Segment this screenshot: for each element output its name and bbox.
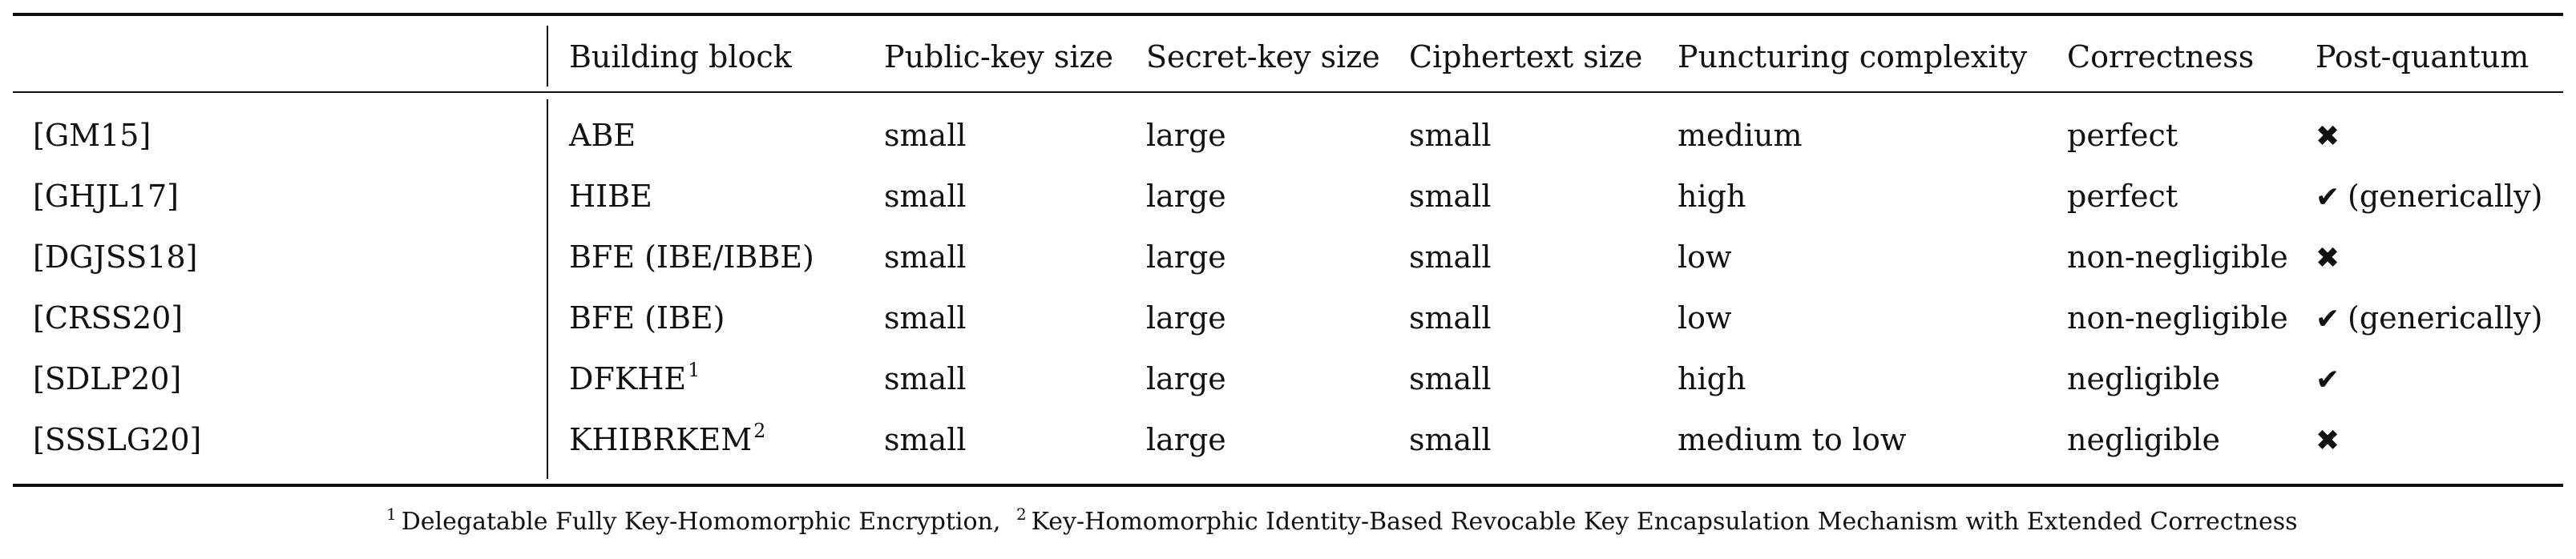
cell-correctness: non-negligible (2067, 300, 2288, 336)
building-block-text: DFKHE (569, 361, 687, 396)
header-cell-post-quantum: Post-quantum (2316, 39, 2530, 74)
header-cell-public-key-size: Public-key size (884, 39, 1114, 74)
cell-building-block: BFE (IBE) (569, 287, 725, 349)
cell-ciphertext-size: small (1409, 239, 1492, 275)
cell-secret-key-size: large (1146, 361, 1226, 396)
header-cell-secret-key-size: Secret-key size (1146, 39, 1380, 74)
cell-secret-key-size: large (1146, 239, 1226, 275)
cell-ciphertext-size: small (1409, 300, 1492, 336)
cell-correctness: negligible (2067, 422, 2221, 457)
cell-secret-key-size: large (1146, 422, 1226, 457)
cell-ref: [CRSS20] (33, 300, 184, 336)
cell-ciphertext-size: small (1409, 118, 1492, 153)
footnote-text-1: Delegatable Fully Key-Homomorphic Encryp… (401, 508, 1001, 536)
post-quantum-note: (generically) (2348, 179, 2543, 214)
cell-post-quantum: ✖ (2316, 104, 2348, 167)
cell-post-quantum: ✔ (generically) (2316, 287, 2542, 349)
table-row: [DGJSS18] BFE (IBE/IBBE) small large small lo… (13, 226, 2563, 288)
cell-correctness: perfect (2067, 179, 2178, 214)
table-header-rule (13, 91, 2563, 93)
post-quantum-note: (generically) (2348, 300, 2543, 336)
header-cell-puncturing-complexity: Puncturing complexity (1678, 39, 2028, 74)
cell-ciphertext-size: small (1409, 422, 1492, 457)
table-row: [CRSS20] BFE (IBE) small large small low non-n… (13, 287, 2563, 349)
cell-post-quantum: ✔ (2316, 348, 2348, 410)
cell-correctness: perfect (2067, 118, 2178, 153)
table-row: [SSSLG20] KHIBRKEM2 small large small medium … (13, 408, 2563, 471)
cell-building-block: DFKHE1 (569, 348, 700, 410)
cell-correctness: non-negligible (2067, 239, 2288, 275)
check-icon: ✔ (2316, 303, 2340, 336)
building-block-text: HIBE (569, 179, 652, 214)
cross-icon: ✖ (2316, 242, 2340, 275)
cross-icon: ✖ (2316, 424, 2340, 457)
cell-secret-key-size: large (1146, 179, 1226, 214)
cell-post-quantum: ✔ (generically) (2316, 165, 2542, 227)
cell-building-block: HIBE (569, 165, 652, 227)
column-separator (547, 99, 548, 479)
cell-ciphertext-size: small (1409, 361, 1492, 396)
cell-building-block: BFE (IBE/IBBE) (569, 226, 814, 288)
check-icon: ✔ (2316, 364, 2340, 396)
cell-public-key-size: small (884, 300, 967, 336)
cell-secret-key-size: large (1146, 300, 1226, 336)
table-row: [GM15] ABE small large small medium perfect ✖ (13, 104, 2563, 167)
footnote-text-2: Key-Homomorphic Identity-Based Revocable… (1031, 508, 2298, 536)
table-footnote: 1 Delegatable Fully Key-Homomorphic Encry… (386, 505, 2298, 540)
header-cell-building-block: Building block (569, 39, 792, 74)
cell-building-block: ABE (569, 104, 636, 167)
building-block-text: ABE (569, 118, 636, 153)
cell-post-quantum: ✖ (2316, 408, 2348, 471)
cell-ref: [DGJSS18] (33, 239, 198, 275)
cell-ref: [GHJL17] (33, 179, 179, 214)
building-block-text: BFE (IBE) (569, 300, 725, 336)
cell-secret-key-size: large (1146, 118, 1226, 153)
footnote-mark-1: 1 (386, 505, 397, 524)
footnote-marker: 2 (753, 420, 766, 442)
building-block-text: KHIBRKEM (569, 422, 753, 457)
footnote-mark-2: 2 (1015, 505, 1027, 524)
cell-ref: [SSSLG20] (33, 422, 202, 457)
cell-puncturing-complexity: low (1678, 300, 1732, 336)
cell-post-quantum: ✖ (2316, 226, 2348, 288)
table-header-row: Building block Public-key size Secret-ke… (13, 26, 2563, 88)
cell-public-key-size: small (884, 118, 967, 153)
cell-puncturing-complexity: high (1678, 361, 1746, 396)
footnote-marker: 1 (688, 359, 701, 381)
cell-ciphertext-size: small (1409, 179, 1492, 214)
cell-puncturing-complexity: medium (1678, 118, 1803, 153)
cell-building-block: KHIBRKEM2 (569, 408, 765, 471)
table-bottom-rule (13, 484, 2563, 487)
cell-public-key-size: small (884, 422, 967, 457)
cell-puncturing-complexity: high (1678, 179, 1746, 214)
cell-public-key-size: small (884, 361, 967, 396)
building-block-text: BFE (IBE/IBBE) (569, 239, 814, 275)
cell-ref: [SDLP20] (33, 361, 182, 396)
table-row: [SDLP20] DFKHE1 small large small high negligi… (13, 348, 2563, 410)
header-cell-ciphertext-size: Ciphertext size (1409, 39, 1643, 74)
cell-ref: [GM15] (33, 118, 151, 153)
cell-public-key-size: small (884, 239, 967, 275)
cell-puncturing-complexity: low (1678, 239, 1732, 275)
table-row: [GHJL17] HIBE small large small high perfect ✔(… (13, 165, 2563, 227)
cell-public-key-size: small (884, 179, 967, 214)
table-top-rule (13, 13, 2563, 16)
check-icon: ✔ (2316, 181, 2340, 214)
cell-correctness: negligible (2067, 361, 2221, 396)
column-separator (547, 26, 548, 86)
cell-puncturing-complexity: medium to low (1678, 422, 1907, 457)
header-cell-correctness: Correctness (2067, 39, 2255, 74)
cross-icon: ✖ (2316, 120, 2340, 153)
